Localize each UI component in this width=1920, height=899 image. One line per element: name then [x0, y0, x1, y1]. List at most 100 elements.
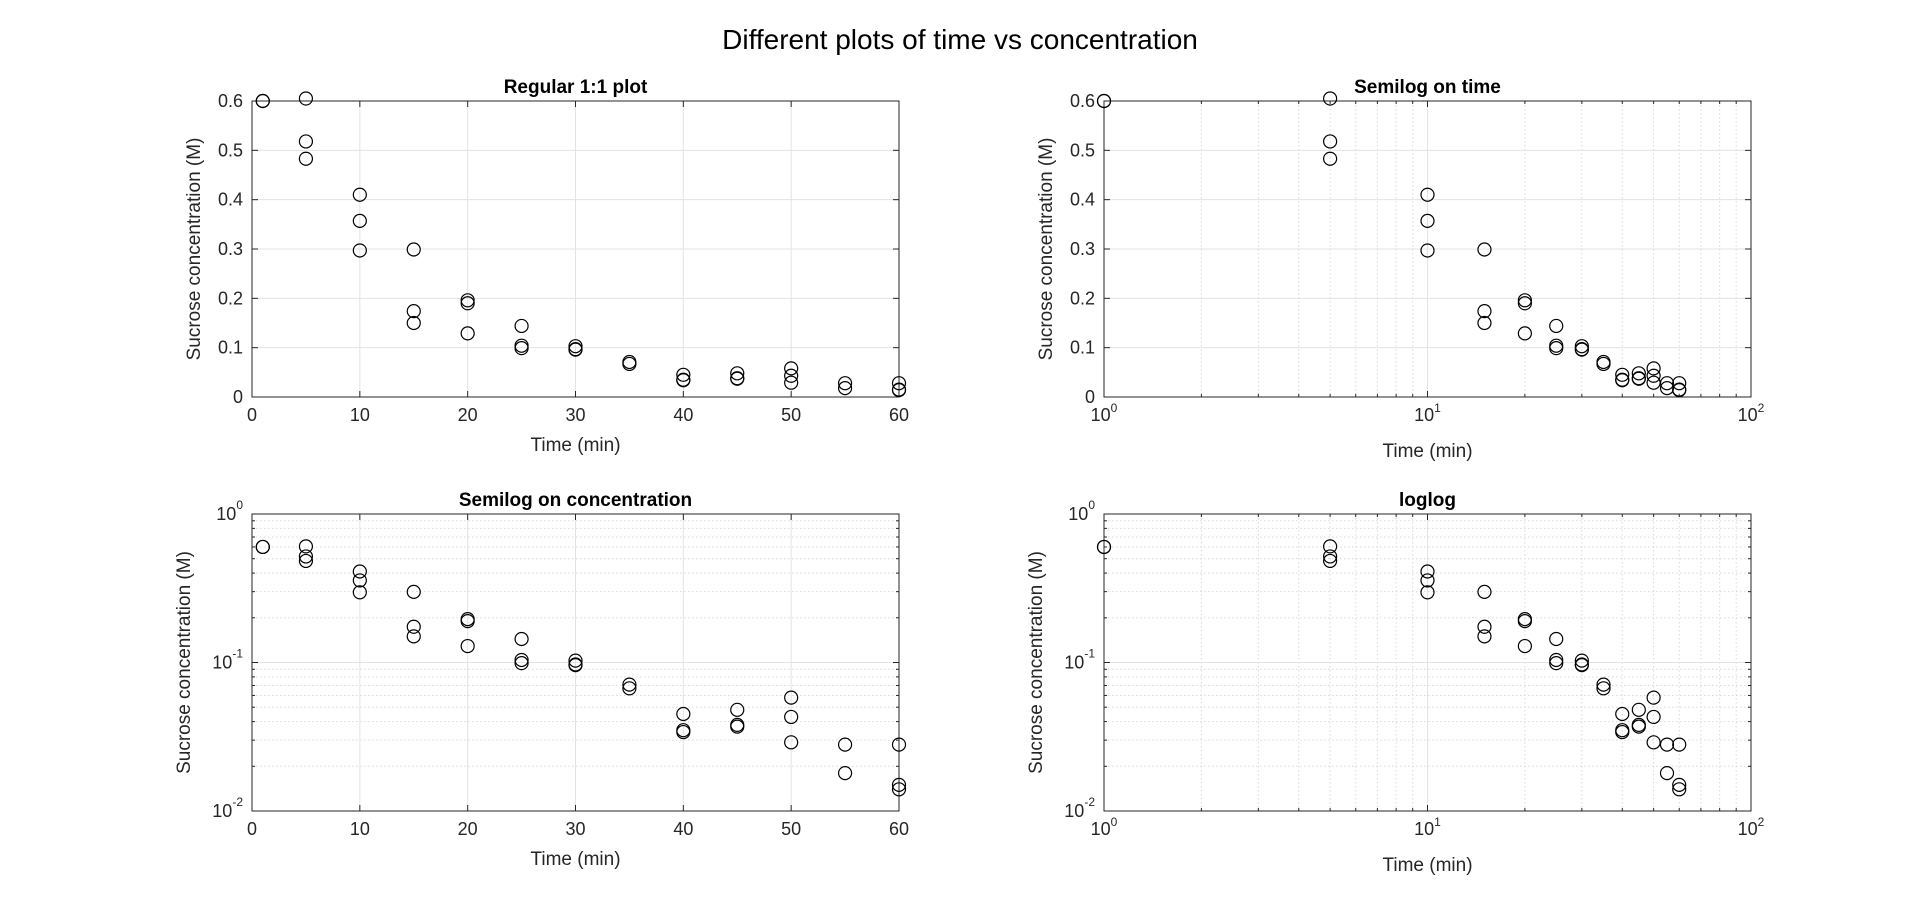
data-point [460, 296, 475, 311]
y-tick-label: 10-2 [1064, 795, 1095, 821]
x-axis-label: Time (min) [530, 849, 620, 870]
data-point [1646, 368, 1661, 383]
data-point [406, 242, 421, 257]
y-tick-label: 0.5 [1070, 140, 1095, 160]
y-tick-label: 0.4 [1070, 190, 1095, 210]
data-point [784, 709, 799, 725]
data-point [298, 549, 314, 564]
x-tick-label: 30 [565, 405, 585, 425]
data-point [1672, 777, 1687, 792]
data-point [1646, 690, 1661, 705]
y-tick-label: 10-1 [1064, 647, 1095, 673]
data-point [1672, 382, 1687, 398]
x-tick-label: 40 [673, 819, 693, 839]
data-point [1549, 656, 1564, 671]
data-point [352, 213, 367, 228]
x-tick-label: 30 [565, 819, 585, 839]
data-point [1646, 361, 1661, 376]
data-point [298, 134, 314, 149]
y-tick-label: 0.3 [218, 239, 243, 259]
y-tick-label: 0.5 [218, 140, 243, 160]
data-point [1323, 553, 1338, 569]
data-point [837, 737, 853, 752]
x-tick-label: 50 [781, 405, 801, 425]
data-point [298, 553, 314, 569]
data-point [568, 339, 583, 354]
y-axis-label: Sucrose concentration (M) [174, 551, 195, 774]
x-tick-label: 20 [458, 819, 478, 839]
data-point [1323, 91, 1338, 106]
data-point [1517, 296, 1532, 311]
x-axis-label: Time (min) [530, 435, 620, 456]
data-point [514, 318, 529, 334]
data-point [1549, 652, 1564, 668]
data-point [1596, 356, 1611, 372]
x-tick-label: 60 [889, 819, 909, 839]
data-point [1631, 719, 1646, 734]
data-point [1420, 585, 1435, 600]
data-point [460, 326, 475, 341]
data-point [1549, 341, 1564, 356]
data-point [568, 653, 583, 668]
x-tick-label: 0 [247, 819, 257, 839]
y-tick-label: 10-2 [212, 795, 243, 821]
data-point [676, 724, 691, 740]
data-point [1096, 93, 1112, 109]
subplot-title: loglog [1399, 490, 1456, 511]
data-point [784, 361, 799, 376]
y-tick-label: 100 [216, 498, 243, 524]
x-tick-label: 50 [781, 819, 801, 839]
subplot-4: 100 101 102 10-2 10-1 100 Time (min) Sucrose co… [1026, 490, 1765, 876]
data-point [1477, 315, 1492, 331]
data-point [568, 658, 583, 673]
data-point [1631, 371, 1646, 386]
y-tick-label: 0 [1085, 387, 1095, 407]
x-tick-label: 10 [350, 819, 370, 839]
data-point [891, 782, 907, 797]
x-tick-label: 10 [350, 405, 370, 425]
data-point [1323, 549, 1338, 564]
x-tick-label: 101 [1414, 401, 1441, 425]
data-point [298, 151, 314, 166]
data-point [891, 737, 907, 752]
y-tick-label: 0.6 [218, 91, 243, 111]
data-point [622, 681, 637, 696]
data-point [1549, 318, 1564, 334]
data-point [352, 573, 367, 588]
data-point [622, 356, 637, 372]
data-point [406, 315, 421, 331]
y-tick-label: 0 [233, 387, 243, 407]
data-point [1615, 706, 1630, 722]
data-point [1615, 724, 1630, 740]
data-point [1420, 213, 1435, 228]
data-point [1631, 702, 1646, 717]
data-point [891, 376, 907, 391]
data-point [1420, 573, 1435, 588]
y-tick-label: 0.2 [218, 288, 243, 308]
data-point [891, 382, 907, 398]
data-point [1659, 376, 1675, 391]
data-point [784, 735, 799, 750]
y-axis-label: Sucrose concentration (M) [184, 138, 205, 361]
subplot-title: Regular 1:1 plot [504, 77, 648, 98]
data-point [460, 638, 475, 654]
data-point [514, 652, 529, 668]
data-point [255, 93, 270, 109]
y-tick-label: 0.6 [1070, 91, 1095, 111]
data-point [1517, 614, 1532, 629]
data-point [568, 342, 583, 357]
x-tick-label: 101 [1414, 815, 1441, 839]
data-point [1323, 151, 1338, 166]
subplot-2: 100 101 102 0 0.1 0.2 0.3 0.4 0.5 0.6 Time (min) Su… [1036, 77, 1765, 462]
data-point [784, 690, 799, 705]
y-tick-label: 10-1 [212, 647, 243, 673]
data-point [784, 368, 799, 383]
data-point [837, 376, 853, 391]
subplot-title: Semilog on concentration [459, 490, 692, 511]
data-point [460, 293, 475, 308]
subplot-title: Semilog on time [1354, 77, 1501, 98]
data-point [352, 585, 367, 600]
x-tick-label: 0 [247, 405, 257, 425]
data-point [1477, 304, 1492, 319]
data-point [730, 702, 745, 717]
